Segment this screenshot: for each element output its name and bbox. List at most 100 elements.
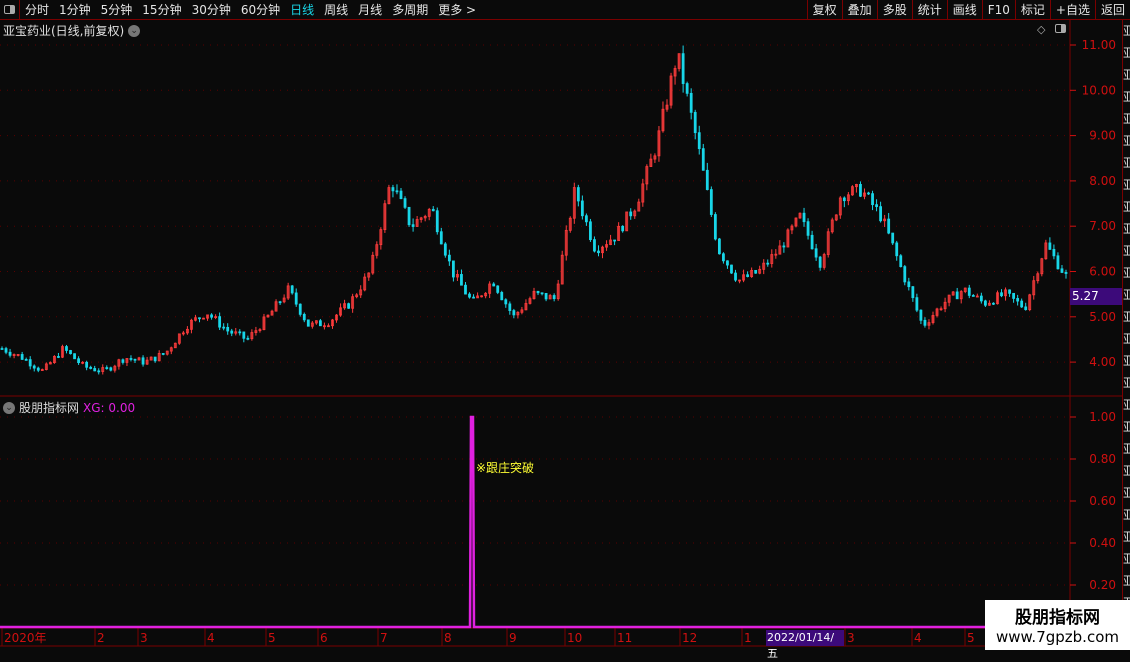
candle-body: [508, 303, 512, 311]
candle-body: [1060, 268, 1064, 273]
candle-body: [61, 346, 64, 358]
toolbar-button[interactable]: 标记: [1014, 0, 1050, 20]
price-tick-label: 10.00: [1082, 83, 1116, 97]
candle-body: [963, 287, 967, 292]
candle-body: [1004, 289, 1007, 297]
candle-body: [468, 293, 471, 298]
toolbar-button[interactable]: F10: [981, 0, 1015, 20]
toolbar-button[interactable]: +自选: [1049, 0, 1095, 20]
candle-body: [943, 301, 947, 310]
candle-body: [290, 285, 294, 294]
candle-body: [818, 256, 822, 268]
candle-body: [1052, 248, 1056, 257]
candle-body: [689, 92, 693, 113]
candle-body: [1040, 258, 1044, 275]
candle-body: [855, 184, 858, 188]
candle-body: [476, 295, 479, 299]
layout-toggle-button[interactable]: [0, 0, 20, 19]
period-tab[interactable]: 日线: [290, 3, 315, 17]
candle-body: [959, 291, 963, 300]
time-label: 4: [207, 631, 215, 645]
candle-body: [81, 361, 85, 364]
period-tab[interactable]: 30分钟: [191, 3, 231, 17]
candle-body: [12, 354, 16, 356]
candle-body: [798, 212, 802, 219]
candle-body: [754, 269, 758, 274]
period-tab[interactable]: 60分钟: [240, 3, 281, 17]
diamond-icon[interactable]: ◇: [1037, 23, 1046, 36]
toolbar-button[interactable]: 统计: [911, 0, 947, 20]
candle-body: [1012, 292, 1016, 299]
candle-body: [778, 245, 782, 255]
chevron-down-icon[interactable]: ⌄: [128, 24, 141, 37]
candle-body: [794, 217, 798, 227]
candle-body: [246, 337, 250, 340]
candle-body: [730, 264, 733, 274]
time-label: 5: [967, 631, 975, 645]
price-tick-label: 7.00: [1089, 219, 1116, 233]
candle-body: [996, 292, 999, 305]
time-label: 3: [847, 631, 855, 645]
ind-tick-label: 0.20: [1089, 578, 1116, 592]
candle-body: [327, 325, 330, 328]
period-tab[interactable]: 1分钟: [59, 3, 91, 17]
toolbar-button[interactable]: 多股: [876, 0, 912, 20]
candle-body: [181, 332, 185, 335]
candle-body: [190, 319, 193, 330]
period-tab[interactable]: 15分钟: [142, 3, 182, 17]
candle-body: [738, 279, 741, 282]
time-label: 11: [617, 631, 632, 645]
candle-body: [786, 229, 790, 248]
candle-body: [121, 359, 125, 363]
time-label: 9: [509, 631, 517, 645]
candle-body: [234, 331, 238, 334]
toolbar-button[interactable]: 画线: [946, 0, 982, 20]
candle-body: [129, 358, 133, 360]
candle-body: [979, 295, 983, 302]
candle-body: [988, 302, 991, 306]
period-tab[interactable]: 更多 >: [438, 3, 477, 17]
candle-body: [911, 286, 915, 299]
candle-body: [343, 303, 346, 309]
candle-body: [270, 310, 274, 316]
candle-body: [125, 358, 129, 363]
period-tab[interactable]: 5分钟: [100, 3, 133, 17]
candle-body: [230, 330, 234, 334]
candle-body: [1020, 300, 1024, 308]
candle-body: [504, 299, 508, 305]
candle-body: [44, 363, 48, 370]
candle-body: [298, 303, 302, 315]
candle-body: [153, 356, 157, 362]
candle-body: [57, 356, 60, 358]
toolbar-button[interactable]: 复权: [806, 0, 842, 20]
candle-body: [0, 348, 4, 350]
candle-body: [177, 333, 181, 344]
candle-body: [935, 308, 939, 316]
candle-body: [766, 262, 770, 265]
candle-body: [1016, 298, 1020, 302]
period-tab[interactable]: 月线: [358, 3, 383, 17]
candle-body: [1036, 273, 1040, 282]
side-panel[interactable]: 亚亚亚亚亚亚亚亚亚亚亚亚亚亚亚亚亚亚亚亚亚亚亚亚亚亚亚: [1122, 20, 1130, 630]
candle-body: [726, 260, 729, 266]
candle-body: [717, 238, 721, 255]
candle-body: [657, 130, 661, 157]
candle-body: [867, 192, 870, 195]
chevron-down-icon[interactable]: ⌄: [3, 401, 15, 414]
toolbar-button[interactable]: 返回: [1094, 0, 1130, 20]
period-tab[interactable]: 周线: [324, 3, 349, 17]
candle-body: [697, 132, 701, 150]
period-tab[interactable]: 多周期: [392, 3, 429, 17]
candle-body: [318, 320, 322, 327]
candle-body: [194, 317, 197, 321]
ind-tick-label: 1.00: [1089, 410, 1116, 424]
toolbar-button[interactable]: 叠加: [841, 0, 877, 20]
candle-body: [28, 359, 32, 367]
candle-body: [447, 254, 451, 262]
period-tab[interactable]: 分时: [25, 3, 50, 17]
stock-title-text: 亚宝药业(日线,前复权): [3, 24, 125, 38]
candle-body: [214, 316, 218, 319]
candle-body: [403, 198, 407, 208]
layout-icon[interactable]: [1055, 24, 1066, 33]
